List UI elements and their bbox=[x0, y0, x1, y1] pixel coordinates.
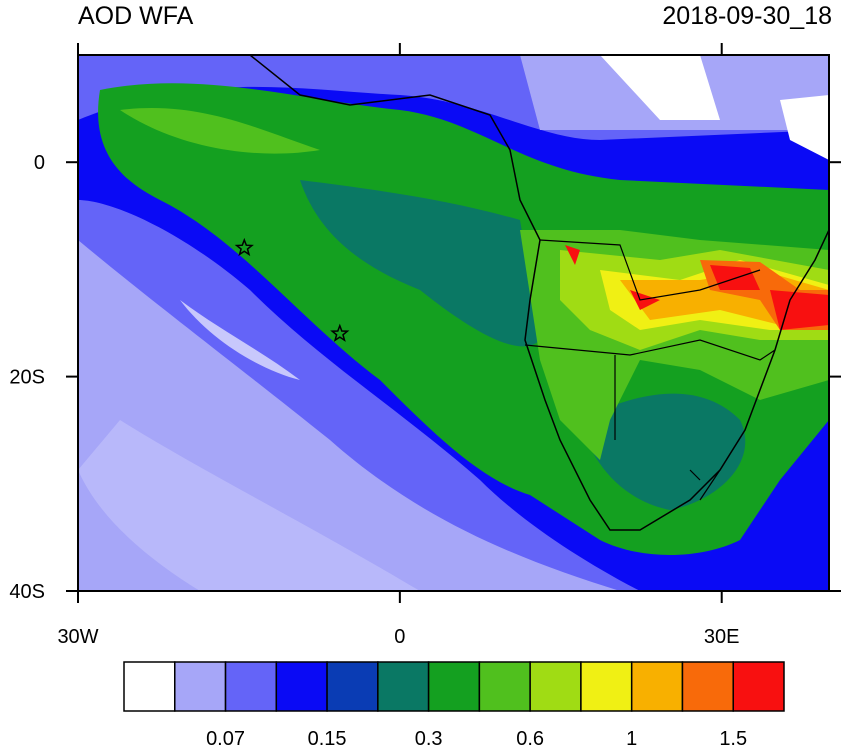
colorbar-label: 1 bbox=[626, 728, 637, 747]
colorbar-box bbox=[681, 661, 734, 712]
colorbar-box bbox=[275, 661, 328, 712]
timestamp: 2018-09-30_18 bbox=[662, 2, 832, 30]
colorbar: 0.07 0.15 0.3 0.6 1 1.5 bbox=[123, 661, 785, 747]
colorbar-box bbox=[478, 661, 531, 712]
colorbar-box bbox=[732, 661, 785, 712]
colorbar-box bbox=[326, 661, 379, 712]
title: AOD WFA bbox=[78, 2, 194, 30]
lon-tick-label: 30W bbox=[57, 626, 98, 648]
colorbar-box bbox=[427, 661, 481, 712]
aod-field bbox=[78, 55, 829, 591]
colorbar-label: 0.3 bbox=[415, 728, 443, 747]
colorbar-box bbox=[224, 661, 278, 712]
colorbar-label: 0.6 bbox=[516, 728, 544, 747]
map-frame bbox=[77, 54, 830, 592]
lat-tick-label: 20S bbox=[9, 367, 45, 389]
colorbar-box bbox=[377, 661, 430, 712]
axes: 30W 0 30E 0 20S 40S bbox=[9, 43, 841, 648]
colorbar-box bbox=[630, 661, 684, 712]
colorbar-label: 0.15 bbox=[308, 728, 347, 747]
colorbar-box bbox=[580, 661, 633, 712]
lon-tick-label: 0 bbox=[394, 626, 405, 648]
colorbar-label: 1.5 bbox=[719, 728, 747, 747]
colorbar-box bbox=[529, 661, 582, 712]
markers bbox=[234, 237, 350, 342]
lat-tick-label: 40S bbox=[9, 581, 45, 603]
lat-tick-label: 0 bbox=[34, 152, 45, 174]
lon-tick-label: 30E bbox=[704, 626, 740, 648]
colorbar-box bbox=[123, 661, 176, 712]
colorbar-box bbox=[174, 661, 227, 712]
site-marker bbox=[330, 323, 350, 342]
colorbar-label: 0.07 bbox=[206, 728, 245, 747]
site-marker bbox=[234, 237, 254, 257]
